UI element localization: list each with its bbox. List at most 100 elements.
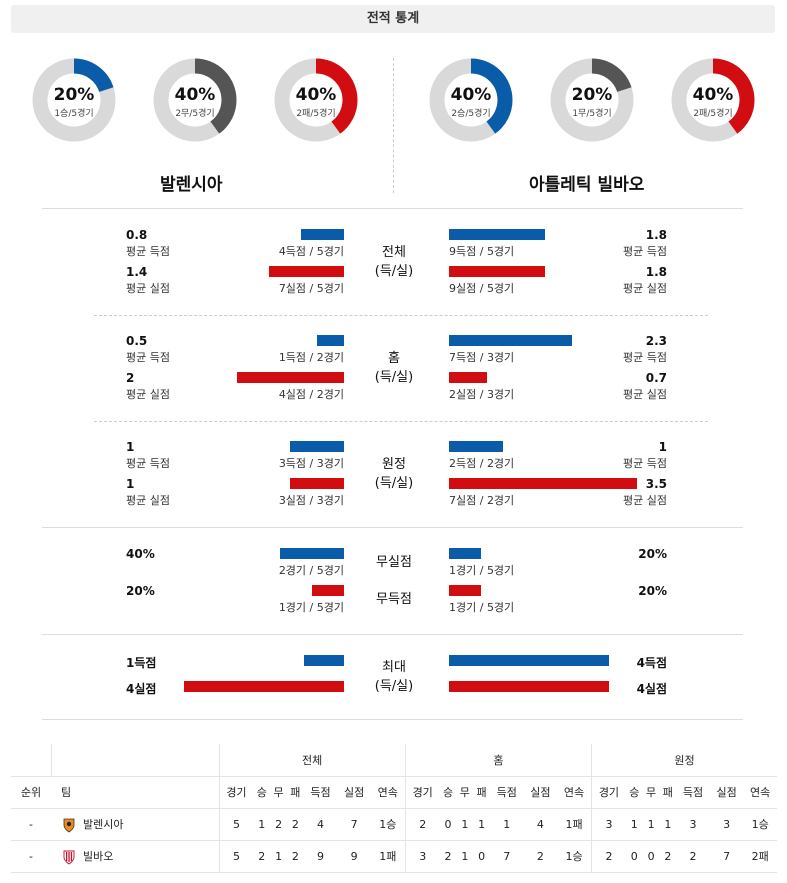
donut-pct: 20% xyxy=(53,85,95,105)
donut-ring xyxy=(671,58,755,142)
donut-home-loss: 40% 2패/5경기 xyxy=(274,58,358,142)
col-header-overall: 경기 xyxy=(218,775,254,809)
away-conceded-label: 평균 실점 xyxy=(623,388,667,401)
home-scored-avg: 0.5 xyxy=(126,334,148,348)
col-header-away: 득점 xyxy=(676,775,710,809)
stat-cell-overall: 2 xyxy=(270,808,287,841)
stat-cell-away: 1 xyxy=(642,808,660,841)
stat-cell-overall: 9 xyxy=(303,840,338,873)
stat-cell-home: 1승 xyxy=(557,840,592,873)
stat-cell-away: 3 xyxy=(590,808,626,841)
donut-pct: 40% xyxy=(692,85,734,105)
stat-cell-away: 1 xyxy=(625,808,643,841)
stat-cell-home: 2 xyxy=(439,840,457,873)
away-max-conceded-bar xyxy=(449,681,609,692)
away-conceded-label: 평균 실점 xyxy=(623,494,667,507)
away-scored-avg: 2.3 xyxy=(645,334,667,348)
away-scored-bar xyxy=(449,441,503,452)
home-clean-sheet-bar xyxy=(280,548,344,559)
stat-cell-home: 2 xyxy=(404,808,440,841)
away-scored-detail: 7득점 / 3경기 xyxy=(449,351,515,364)
stat-cell-away: 3 xyxy=(709,808,744,841)
stat-cell-overall: 7 xyxy=(337,808,371,841)
clean-sheet-label: 무실점 xyxy=(376,555,412,570)
donut-home-draw: 40% 2무/5경기 xyxy=(153,58,237,142)
donut-sub: 1승/5경기 xyxy=(54,109,94,119)
donut-arc xyxy=(274,58,358,142)
team-name: 빌바오 xyxy=(83,849,114,863)
col-header-home: 경기 xyxy=(404,775,440,809)
home-conceded-bar xyxy=(269,266,344,277)
stat-cell-home: 0 xyxy=(473,840,490,873)
stat-cell-home: 4 xyxy=(523,808,558,841)
home-scored-bar xyxy=(290,441,344,452)
col-header-away: 패 xyxy=(659,775,677,809)
col-header-overall: 득점 xyxy=(303,775,338,809)
stat-cell-overall: 1패 xyxy=(370,840,406,873)
section-label-main: 최대 xyxy=(382,660,406,675)
stat-cell-home: 1 xyxy=(473,808,490,841)
away-failed-score-bar xyxy=(449,585,481,596)
group-header-home: 홈 xyxy=(404,744,592,776)
section-label: 원정 (득/실) xyxy=(364,455,424,493)
stat-cell-away: 2패 xyxy=(743,840,777,873)
bilbao-logo-icon xyxy=(61,849,77,865)
divider xyxy=(42,527,743,528)
col-header-away: 실점 xyxy=(709,775,744,809)
stat-cell-overall: 5 xyxy=(218,840,254,873)
donut-away-loss: 40% 2패/5경기 xyxy=(671,58,755,142)
donut-away-draw: 20% 1무/5경기 xyxy=(550,58,634,142)
table-row: - 빌바오 5 2 1 2 9 9 1패 3 2 1 0 7 2 1승 2 0 0 2 2 7 2패 xyxy=(11,840,777,873)
col-header-away: 경기 xyxy=(590,775,626,809)
stat-cell-away: 3 xyxy=(676,808,710,841)
home-conceded-detail: 4실점 / 2경기 xyxy=(278,388,344,401)
away-failed-score-pct: 20% xyxy=(638,584,667,598)
divider xyxy=(393,58,394,193)
away-conceded-bar xyxy=(449,266,545,277)
divider xyxy=(94,315,708,316)
away-max-scored-bar xyxy=(449,655,609,666)
stat-cell-away: 2 xyxy=(676,840,710,873)
away-conceded-label: 평균 실점 xyxy=(623,282,667,295)
home-max-conceded-bar xyxy=(184,681,344,692)
home-conceded-label: 평균 실점 xyxy=(126,388,170,401)
stat-cell-away: 2 xyxy=(590,840,626,873)
divider xyxy=(94,421,708,422)
home-scored-avg: 0.8 xyxy=(126,228,148,242)
col-header-away: 무 xyxy=(642,775,660,809)
home-max-scored-bar xyxy=(304,655,344,666)
divider xyxy=(42,634,743,635)
col-header-overall: 실점 xyxy=(337,775,371,809)
donut-ring xyxy=(274,58,358,142)
away-max-scored: 4득점 xyxy=(636,656,667,670)
away-scored-label: 평균 득점 xyxy=(623,457,667,470)
home-failed-score-detail: 1경기 / 5경기 xyxy=(278,601,344,614)
stat-cell-home: 1 xyxy=(456,840,474,873)
away-scored-avg: 1 xyxy=(658,440,667,454)
home-conceded-detail: 7실점 / 5경기 xyxy=(278,282,344,295)
stat-cell-home: 0 xyxy=(439,808,457,841)
home-scored-label: 평균 득점 xyxy=(126,457,170,470)
home-conceded-label: 평균 실점 xyxy=(126,282,170,295)
away-scored-label: 평균 득점 xyxy=(623,351,667,364)
home-failed-score-bar xyxy=(312,585,344,596)
section-label-main: 홈 xyxy=(388,351,400,366)
home-scored-bar xyxy=(301,229,344,240)
away-conceded-avg: 1.8 xyxy=(645,265,667,279)
away-conceded-detail: 9실점 / 5경기 xyxy=(449,282,515,295)
stat-cell-away: 2 xyxy=(659,840,677,873)
section-label-sub: (득/실) xyxy=(374,264,414,279)
group-header-overall: 전체 xyxy=(218,744,406,776)
donut-pct: 40% xyxy=(450,85,492,105)
stat-cell-overall: 1승 xyxy=(370,808,406,841)
donut-home-win: 20% 1승/5경기 xyxy=(32,58,116,142)
stat-cell-overall: 2 xyxy=(253,840,271,873)
team-name: 발렌시아 xyxy=(83,817,124,831)
away-conceded-detail: 7실점 / 2경기 xyxy=(449,494,515,507)
home-conceded-label: 평균 실점 xyxy=(126,494,170,507)
away-scored-label: 평균 득점 xyxy=(623,245,667,258)
home-conceded-avg: 1 xyxy=(126,477,135,491)
col-header-home: 승 xyxy=(439,775,457,809)
home-conceded-avg: 2 xyxy=(126,371,135,385)
donut-pct: 40% xyxy=(295,85,337,105)
